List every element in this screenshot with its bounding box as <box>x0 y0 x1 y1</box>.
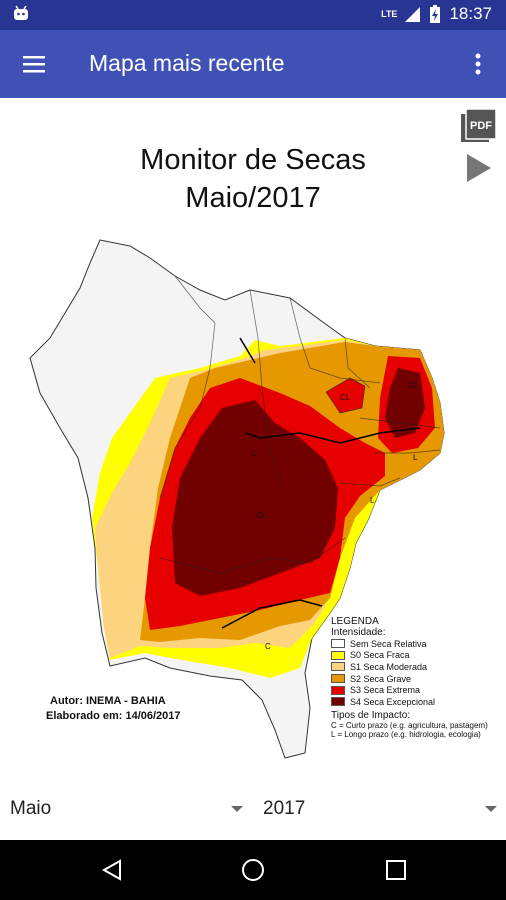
legend-swatch <box>331 685 345 695</box>
period-selector-bar: Maio 2017 <box>0 780 506 840</box>
clock: 18:37 <box>449 4 492 23</box>
pdf-button[interactable]: PDF <box>458 106 498 146</box>
legend-item: S1 Seca Moderada <box>331 661 488 673</box>
legend-label: S0 Seca Fraca <box>350 650 410 661</box>
drought-area-s4-east <box>385 368 425 438</box>
legend-item: S4 Seca Excepcional <box>331 696 488 708</box>
impact-label: CL <box>256 511 267 520</box>
map-viewer: PDF Monitor de Secas Maio/2017 <box>0 98 506 780</box>
overflow-menu-button[interactable] <box>464 44 492 84</box>
legend-item: Sem Seca Relativa <box>331 638 488 650</box>
impact-label: L <box>252 449 257 458</box>
hamburger-menu-icon <box>23 56 45 73</box>
pdf-icon: PDF <box>461 108 497 142</box>
map-title: Monitor de Secas <box>140 144 366 176</box>
android-notification-icon <box>12 5 30 28</box>
page-title: Mapa mais recente <box>89 50 285 76</box>
more-vert-icon <box>475 53 481 75</box>
state-borders <box>159 275 441 574</box>
drought-map: L CL CL L L CL C <box>29 239 445 759</box>
legend-item: S3 Seca Extrema <box>331 684 488 696</box>
legend-label: S1 Seca Moderada <box>350 661 428 672</box>
back-icon[interactable] <box>100 858 124 882</box>
home-icon[interactable] <box>241 858 265 882</box>
legend-item: S0 Seca Fraca <box>331 650 488 662</box>
map-date: Elaborado em: 14/06/2017 <box>46 710 181 722</box>
svg-text:PDF: PDF <box>470 120 492 132</box>
impact-label: CL <box>408 381 419 390</box>
year-dropdown-arrow-icon <box>485 806 497 812</box>
legend-impact-item: C = Curto prazo (e.g. agricultura, pasta… <box>331 720 488 730</box>
legend-impact-item: L = Longo prazo (e.g. hidrologia, ecolog… <box>331 729 481 739</box>
year-value: 2017 <box>263 798 306 819</box>
recents-icon[interactable] <box>384 858 408 882</box>
legend-label: S4 Seca Excepcional <box>350 696 436 707</box>
battery-charging-icon <box>430 5 441 23</box>
drought-area-s4 <box>172 400 338 596</box>
signal-icon <box>405 7 421 22</box>
network-type-label: LTE <box>381 9 398 19</box>
legend-impact-title: Tipos de Impacto: <box>331 709 411 721</box>
play-icon <box>467 154 491 182</box>
app-bar: Mapa mais recente <box>0 30 506 98</box>
legend-item: S2 Seca Grave <box>331 673 488 685</box>
map-subtitle: Maio/2017 <box>185 182 321 214</box>
legend-label: Sem Seca Relativa <box>350 638 427 649</box>
month-dropdown-arrow-icon <box>231 806 243 812</box>
legend-swatch <box>331 697 345 707</box>
system-navigation-bar <box>0 840 506 900</box>
impact-boundaries <box>221 337 421 629</box>
drought-area-s3-small <box>325 377 366 414</box>
impact-label: C <box>265 642 271 651</box>
map-author: Autor: INEMA - BAHIA <box>50 695 166 707</box>
legend-intensity-title: Intensidade: <box>331 627 386 638</box>
legend-swatch <box>331 639 345 649</box>
impact-label: CL <box>340 393 351 402</box>
menu-button[interactable] <box>14 44 54 84</box>
month-value: Maio <box>10 798 52 819</box>
legend-title: LEGENDA <box>331 616 379 627</box>
map-legend: LEGENDA Intensidade: Sem Seca Relativa S… <box>331 616 488 739</box>
status-bar: LTE 18:37 <box>0 0 506 30</box>
play-animation-button[interactable] <box>462 152 494 184</box>
impact-label: L <box>370 496 375 505</box>
legend-swatch <box>331 662 345 672</box>
legend-label: S3 Seca Extrema <box>350 685 421 696</box>
legend-label: S2 Seca Grave <box>350 673 412 684</box>
legend-swatch <box>331 674 345 684</box>
legend-swatch <box>331 650 345 660</box>
impact-label: L <box>413 453 418 462</box>
